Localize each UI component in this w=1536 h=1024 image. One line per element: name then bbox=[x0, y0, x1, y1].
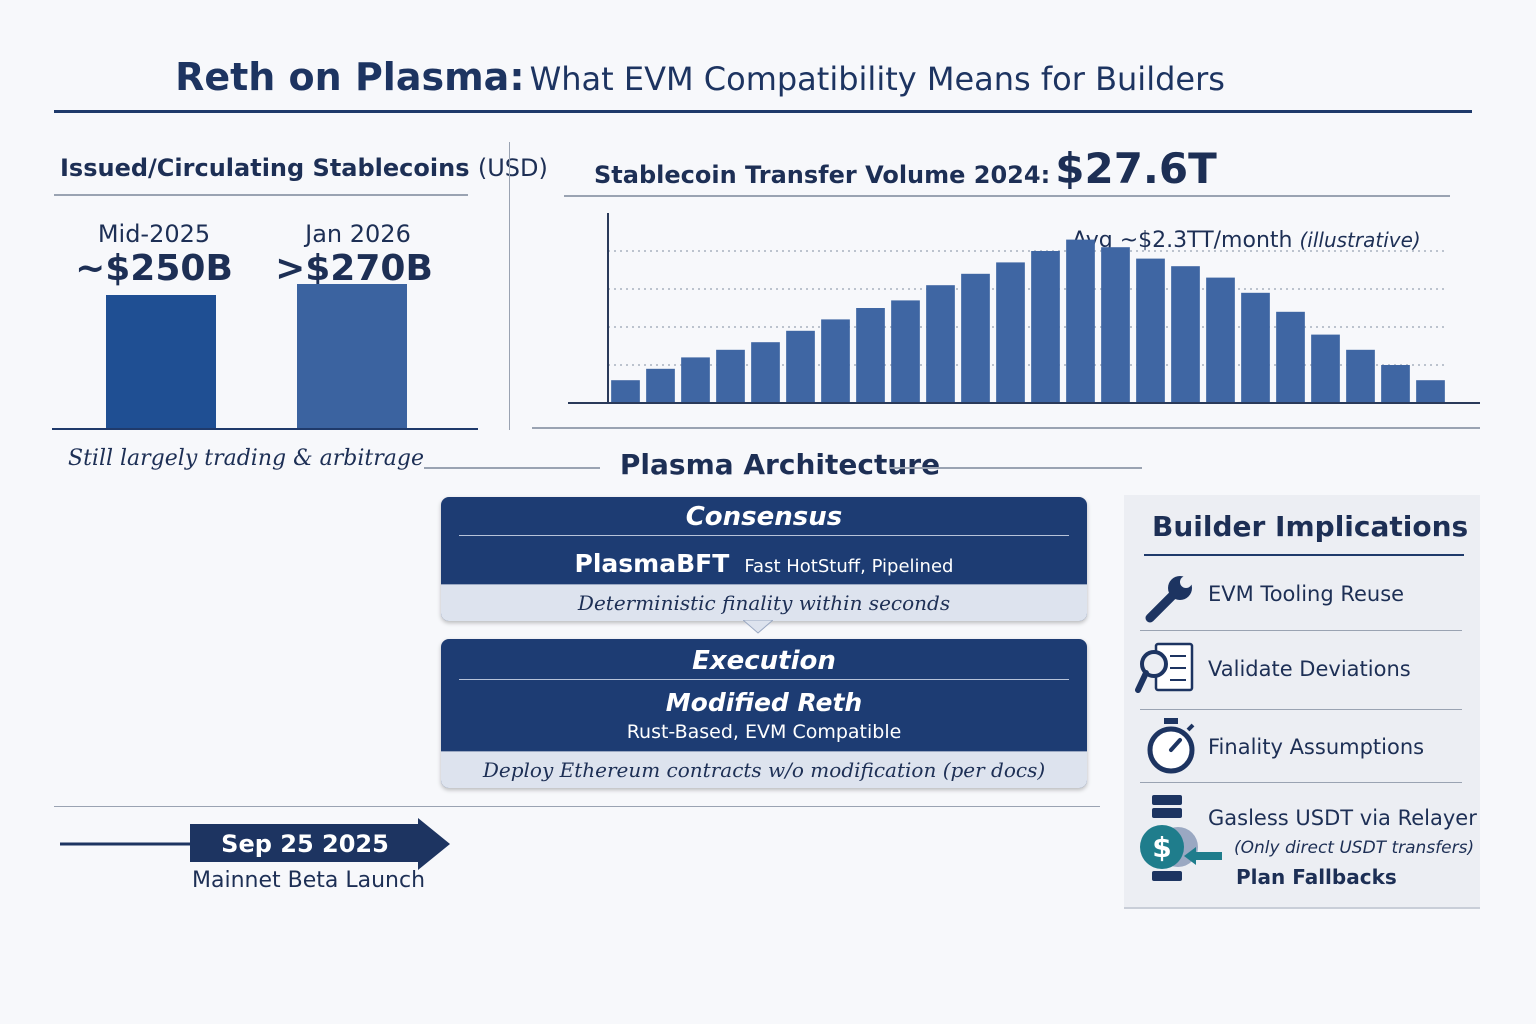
issued-data-label: >$270B bbox=[275, 248, 433, 289]
builder-divider bbox=[1140, 782, 1462, 783]
issued-bar bbox=[106, 294, 216, 428]
consensus-sub: Fast HotStuff, Pipelined bbox=[744, 556, 954, 577]
magnifier-checklist-icon bbox=[1135, 642, 1194, 693]
builder-heading-underline bbox=[1144, 554, 1464, 556]
volume-bar bbox=[996, 262, 1025, 403]
avg-label-note: (illustrative) bbox=[1299, 228, 1421, 252]
volume-bar bbox=[1276, 311, 1305, 403]
stopwatch-icon bbox=[1147, 718, 1195, 774]
consensus-foot: Deterministic finality within seconds bbox=[441, 584, 1087, 621]
consensus-main: PlasmaBFT bbox=[574, 549, 730, 578]
issued-data-label: ~$250B bbox=[75, 248, 233, 289]
volume-gridlines bbox=[608, 250, 1448, 366]
volume-bar bbox=[646, 368, 675, 403]
builder-item-label: Gasless USDT via Relayer bbox=[1208, 806, 1477, 830]
volume-bar bbox=[1066, 239, 1095, 403]
title-rest: What EVM Compatibility Means for Builder… bbox=[529, 60, 1225, 98]
issued-heading-main: Issued/Circulating Stablecoins bbox=[60, 154, 470, 182]
volume-bar bbox=[1171, 266, 1200, 403]
timeline-caption: Mainnet Beta Launch bbox=[192, 868, 426, 893]
dollar-relayer-icon: $ bbox=[1140, 795, 1222, 881]
timeline-date: Sep 25 2025 bbox=[221, 830, 389, 858]
volume-heading-value: $27.6T bbox=[1055, 144, 1217, 193]
execution-box: Execution Modified Reth Rust-Based, EVM … bbox=[441, 639, 1087, 788]
issued-annotation: Still largely trading & arbitrage bbox=[68, 446, 424, 471]
issued-heading-unit: (USD) bbox=[477, 154, 548, 182]
panel-divider bbox=[509, 142, 510, 430]
volume-bar bbox=[681, 357, 710, 403]
builder-item-label: EVM Tooling Reuse bbox=[1208, 582, 1405, 606]
volume-bar bbox=[821, 319, 850, 403]
volume-heading-label: Stablecoin Transfer Volume 2024: bbox=[594, 161, 1051, 189]
volume-bar bbox=[716, 349, 745, 403]
svg-text:$: $ bbox=[1152, 831, 1171, 864]
arch-connector-icon bbox=[743, 620, 773, 634]
volume-bar bbox=[891, 300, 920, 403]
volume-bars bbox=[611, 239, 1445, 403]
volume-bar bbox=[926, 285, 955, 403]
consensus-box: Consensus PlasmaBFT Fast HotStuff, Pipel… bbox=[441, 497, 1087, 621]
volume-annotation: Avg ~$2.3TT/month (illustrative) bbox=[1072, 228, 1421, 253]
volume-chart bbox=[568, 213, 1480, 404]
timeline-rule bbox=[54, 806, 1100, 807]
volume-bar bbox=[611, 380, 640, 403]
volume-heading-underline bbox=[564, 195, 1450, 197]
arch-heading-rule-left bbox=[424, 467, 600, 469]
consensus-separator bbox=[459, 535, 1069, 536]
volume-bar bbox=[1031, 251, 1060, 403]
issued-category-label: Mid-2025 bbox=[97, 220, 211, 248]
volume-bar bbox=[1381, 365, 1410, 403]
execution-foot: Deploy Ethereum contracts w/o modificati… bbox=[441, 751, 1087, 788]
builder-item-label: Finality Assumptions bbox=[1208, 735, 1425, 759]
issued-bar bbox=[297, 284, 407, 428]
builder-item-note: (Only direct USDT transfers) bbox=[1234, 838, 1475, 858]
consensus-main-row: PlasmaBFT Fast HotStuff, Pipelined bbox=[441, 544, 1087, 584]
builder-heading: Builder Implications bbox=[1152, 510, 1469, 543]
volume-bar bbox=[856, 308, 885, 403]
builder-item-extra: Plan Fallbacks bbox=[1236, 865, 1397, 889]
volume-bar bbox=[1136, 258, 1165, 403]
volume-bottom-rule bbox=[532, 427, 1480, 429]
volume-bar bbox=[1206, 277, 1235, 403]
issued-heading-underline bbox=[54, 194, 468, 196]
builder-item-label: Validate Deviations bbox=[1208, 657, 1411, 681]
consensus-title: Consensus bbox=[685, 502, 843, 532]
issued-baseline bbox=[52, 428, 478, 430]
builder-divider bbox=[1140, 630, 1462, 631]
issued-chart-title: Issued/Circulating Stablecoins (USD) bbox=[60, 154, 548, 182]
execution-title: Execution bbox=[692, 646, 836, 676]
volume-bar bbox=[1311, 334, 1340, 403]
volume-bar bbox=[1416, 380, 1445, 403]
volume-bar bbox=[786, 330, 815, 403]
wrench-icon bbox=[1145, 576, 1192, 623]
arch-heading-rule-right bbox=[890, 467, 1142, 469]
volume-bar bbox=[1346, 349, 1375, 403]
title-bold: Reth on Plasma: bbox=[175, 55, 525, 99]
page-title: Reth on Plasma: What EVM Compatibility M… bbox=[0, 55, 1400, 99]
volume-bar bbox=[961, 273, 990, 403]
volume-bar bbox=[1101, 247, 1130, 403]
issued-category-label: Jan 2026 bbox=[305, 220, 411, 248]
volume-bar bbox=[1241, 292, 1270, 403]
builder-divider bbox=[1140, 709, 1462, 710]
volume-bar bbox=[751, 342, 780, 403]
title-underline bbox=[54, 110, 1472, 113]
timeline-arrow-icon bbox=[60, 818, 450, 870]
execution-sub: Rust-Based, EVM Compatible bbox=[626, 721, 902, 743]
execution-main: Modified Reth bbox=[665, 688, 863, 717]
volume-chart-title: Stablecoin Transfer Volume 2024: $27.6T bbox=[594, 144, 1217, 193]
execution-separator bbox=[459, 679, 1069, 680]
architecture-heading: Plasma Architecture bbox=[619, 448, 941, 481]
